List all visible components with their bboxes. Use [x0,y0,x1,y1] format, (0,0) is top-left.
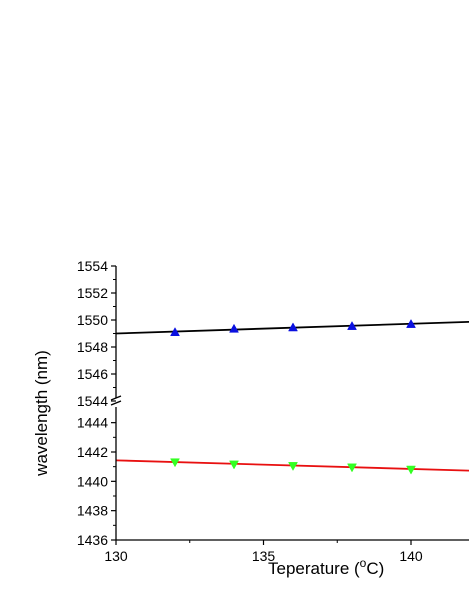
x-axis-title-sup: o [360,556,367,570]
x-tick-label: 140 [399,548,423,564]
y-tick-label: 1548 [77,339,108,355]
data-point-upper [170,327,180,336]
data-point-upper [347,321,357,330]
y-tick-label: 1438 [77,503,108,519]
axis-break-mark [110,395,122,401]
data-point-lower [229,460,239,470]
y-tick-label: 1554 [77,258,108,274]
y-tick-label: 1552 [77,285,108,301]
data-point-lower [347,463,357,473]
y-tick-label: 1550 [77,312,108,328]
axis-break-mark [110,400,122,406]
data-point-lower [288,462,298,471]
data-point-upper [406,319,416,328]
x-tick-label: 130 [104,548,128,564]
y-axis-title: wavelength (nm) [32,350,51,477]
data-point-lower [406,465,416,475]
data-points [170,319,416,475]
data-point-upper [229,323,239,333]
x-axis-title-unit: C) [366,559,384,578]
x-tick-label: 135 [252,548,276,564]
y-tick-label: 1442 [77,444,108,460]
y-tick-label: 1546 [77,366,108,382]
fit-lines [115,320,469,472]
x-axis-title: Teperature (oC) [268,556,384,578]
data-point-upper [288,322,298,332]
y-tick-label: 1436 [77,532,108,548]
y-tick-label: 1444 [77,415,108,431]
y-tick-label: 1544 [77,393,108,409]
axes: 1544 1546 1548 1550 1552 1554 1436 1438 1440 1442… [77,258,469,564]
data-point-lower [170,458,180,468]
x-axis-title-main: Teperature ( [268,559,360,578]
y-tick-label: 1440 [77,473,108,489]
